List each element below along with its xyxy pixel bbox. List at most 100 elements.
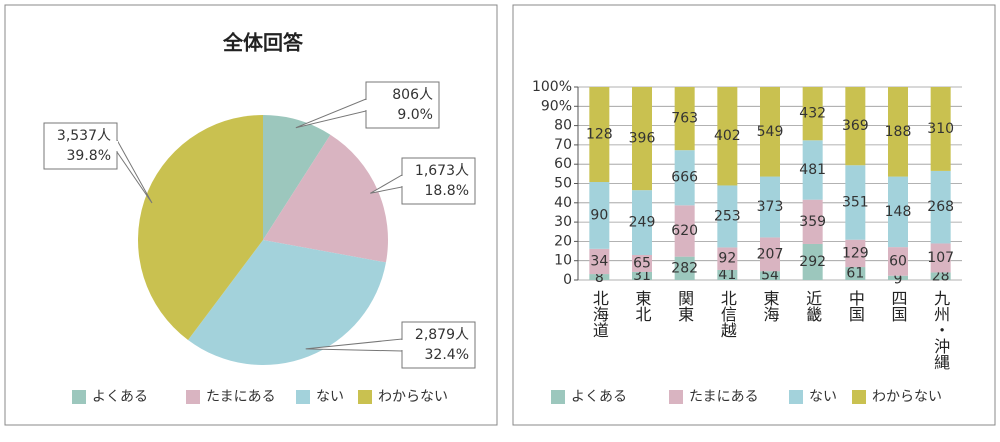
right-panel	[512, 4, 996, 426]
legend-label: わからない	[872, 389, 942, 405]
bar-segment	[674, 205, 695, 257]
y-tick-label: 10	[554, 253, 572, 269]
x-tick-label: 東北	[633, 290, 652, 322]
bar-segment	[888, 275, 908, 280]
data-label: 54	[761, 268, 779, 284]
bar-segment	[845, 239, 866, 268]
data-label: 148	[885, 204, 912, 220]
bar-segment	[930, 272, 951, 280]
bar-segment	[930, 87, 951, 171]
bar-segment	[589, 274, 610, 280]
data-label: 129	[842, 245, 869, 261]
data-label: 92	[718, 251, 736, 267]
data-label: 402	[714, 128, 741, 144]
pie-slice	[263, 134, 388, 263]
data-label: 268	[927, 199, 954, 215]
x-tick-label: 中国	[846, 290, 865, 322]
bar-segment	[589, 248, 610, 275]
data-label: 90	[590, 207, 608, 223]
data-label: 65	[633, 255, 651, 271]
bar-segment	[717, 247, 738, 270]
bar-segment	[802, 199, 823, 244]
bar-segment	[589, 87, 610, 183]
data-label: 8	[595, 270, 604, 286]
legend-swatch	[358, 390, 372, 404]
legend-swatch	[186, 390, 200, 404]
bar-segment	[845, 87, 866, 166]
pie-slice	[138, 115, 263, 341]
bar-segment	[632, 87, 652, 191]
percent-label: 18.8%	[425, 183, 469, 199]
data-label: 351	[842, 194, 869, 210]
x-tick-label: 東海	[761, 290, 780, 322]
data-label: 34	[590, 253, 608, 269]
pie-title: 全体回答	[222, 31, 304, 55]
data-label: 207	[757, 246, 784, 262]
data-label: 666	[671, 170, 698, 186]
x-tick-label: 四国	[889, 290, 908, 322]
y-tick-label: 70	[554, 137, 572, 153]
percent-label: 39.8%	[67, 148, 111, 164]
bar-segment	[802, 87, 823, 141]
bar-segment	[802, 140, 823, 200]
y-tick-label: 0	[563, 272, 572, 288]
bar-segment	[632, 271, 652, 280]
value-label: 1,673人	[415, 163, 469, 179]
bar-segment	[760, 271, 780, 280]
data-label: 31	[633, 268, 651, 284]
data-label: 620	[671, 223, 698, 239]
bar-segment	[674, 150, 695, 206]
percent-label: 32.4%	[425, 347, 469, 363]
pie-slice	[263, 115, 331, 240]
bar-segment	[845, 165, 866, 240]
percent-label: 9.0%	[397, 107, 433, 123]
data-label: 61	[846, 266, 864, 282]
bar-segment	[888, 176, 908, 248]
data-label: 249	[629, 215, 656, 231]
data-label: 292	[799, 254, 826, 270]
legend-label: よくある	[571, 389, 627, 405]
bar-segment	[930, 170, 951, 244]
bar-segment	[760, 176, 780, 238]
y-tick-label: 20	[554, 233, 572, 249]
bar-segment	[802, 243, 823, 280]
y-tick-label: 100%	[532, 79, 572, 95]
legend-label: ない	[809, 389, 837, 405]
legend-label: たまにある	[689, 389, 759, 405]
data-label: 41	[718, 267, 736, 283]
data-label: 282	[671, 260, 698, 276]
legend-swatch	[789, 390, 803, 404]
data-label: 310	[927, 121, 954, 137]
data-label: 369	[842, 118, 869, 134]
value-label: 3,537人	[57, 128, 111, 144]
y-tick-label: 50	[554, 176, 572, 192]
bar-segment	[888, 247, 908, 276]
data-label: 107	[927, 250, 954, 266]
x-tick-label: 近畿	[803, 290, 822, 322]
bar-segment	[717, 269, 738, 280]
bar-segment	[632, 190, 652, 255]
data-label: 763	[671, 111, 698, 127]
data-label: 9	[894, 272, 903, 288]
legend-label: たまにある	[206, 389, 276, 405]
x-tick-label: 関東	[675, 290, 694, 322]
legend-swatch	[551, 390, 565, 404]
callout-box	[401, 157, 476, 205]
bar-segment	[760, 87, 780, 177]
x-tick-label: 北海道	[590, 290, 609, 338]
data-label: 396	[629, 131, 656, 147]
bar-segment	[845, 267, 866, 280]
data-label: 128	[586, 127, 613, 143]
bar-segment	[674, 256, 695, 280]
y-tick-label: 80	[554, 118, 572, 134]
legend-label: よくある	[92, 389, 148, 405]
bar-segment	[589, 182, 610, 249]
data-label: 253	[714, 208, 741, 224]
value-label: 806人	[392, 87, 433, 103]
bar-segment	[717, 185, 738, 248]
data-label: 359	[799, 214, 826, 230]
data-label: 481	[799, 162, 826, 178]
y-tick-label: 30	[554, 214, 572, 230]
bar-segment	[930, 243, 951, 273]
